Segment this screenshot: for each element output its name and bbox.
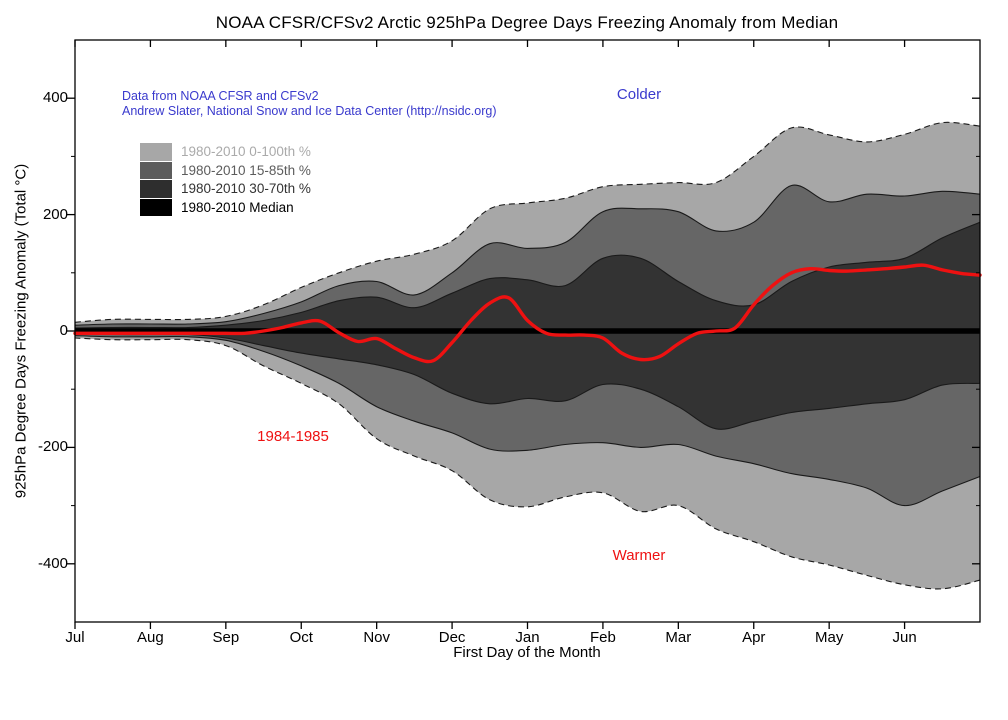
- series-line-1984-1985: [73, 263, 982, 364]
- x-tick-label-month: Oct: [289, 629, 313, 646]
- x-tick-label-month: Dec: [438, 629, 466, 646]
- band-upper-edge-0: [74, 121, 981, 323]
- band-lower-edge-1: [74, 335, 981, 507]
- band-fill-2: [75, 222, 980, 430]
- annotation-colder: Colder: [616, 86, 662, 103]
- band-lower-edge-0: [74, 337, 981, 590]
- chart-title: NOAA CFSR/CFSv2 Arctic 925hPa Degree Day…: [215, 13, 839, 32]
- legend-swatch: [140, 161, 172, 179]
- x-tick-label-month: Mar: [665, 629, 692, 646]
- credit-line-1: Data from NOAA CFSR and CFSv2: [122, 89, 319, 103]
- y-tick-label: 0: [59, 322, 68, 339]
- legend-label: 1980-2010 Median: [181, 199, 294, 215]
- x-tick-label-month: Apr: [742, 629, 766, 646]
- y-tick-label: 400: [42, 89, 68, 107]
- x-tick-label-month: Nov: [363, 629, 390, 646]
- x-tick-label-month: Feb: [589, 629, 616, 646]
- legend-label: 1980-2010 15-85th %: [181, 162, 311, 178]
- x-tick-label-month: Aug: [137, 629, 164, 646]
- legend-label: 1980-2010 0-100th %: [181, 144, 311, 160]
- annotation-series-year: 1984-1985: [257, 428, 329, 445]
- x-axis-title: First Day of the Month: [453, 644, 601, 661]
- x-tick-label-month: Jul: [65, 629, 85, 646]
- x-tick-label-month: Jan: [515, 629, 540, 646]
- legend-swatch: [140, 198, 172, 216]
- x-tick-label-month: May: [814, 629, 844, 646]
- legend-swatch: [140, 143, 172, 161]
- y-tick-label: 200: [42, 205, 68, 223]
- band-upper-edge-1: [74, 184, 981, 326]
- credit-line-2: Andrew Slater, National Snow and Ice Dat…: [122, 104, 497, 118]
- x-tick-label-month: Jun: [892, 629, 917, 646]
- legend: 1980-2010 0-100th % 1980-2010 15-85th % 19…: [140, 143, 311, 216]
- annotation-warmer: Warmer: [612, 547, 666, 564]
- y-tick-label: -400: [37, 554, 68, 572]
- legend-row: 1980-2010 Median: [140, 198, 311, 216]
- legend-label: 1980-2010 30-70th %: [181, 181, 311, 197]
- y-tick-label: -200: [37, 438, 68, 456]
- band-upper-edge-2: [74, 221, 981, 329]
- legend-row: 1980-2010 30-70th %: [140, 180, 311, 198]
- band-lower-edge-2: [74, 333, 981, 430]
- legend-row: 1980-2010 0-100th %: [140, 143, 311, 161]
- data-credit: Data from NOAA CFSR and CFSv2 Andrew Sla…: [122, 89, 497, 119]
- legend-row: 1980-2010 15-85th %: [140, 161, 311, 179]
- legend-swatch: [140, 180, 172, 198]
- x-tick-label-month: Sep: [212, 629, 240, 646]
